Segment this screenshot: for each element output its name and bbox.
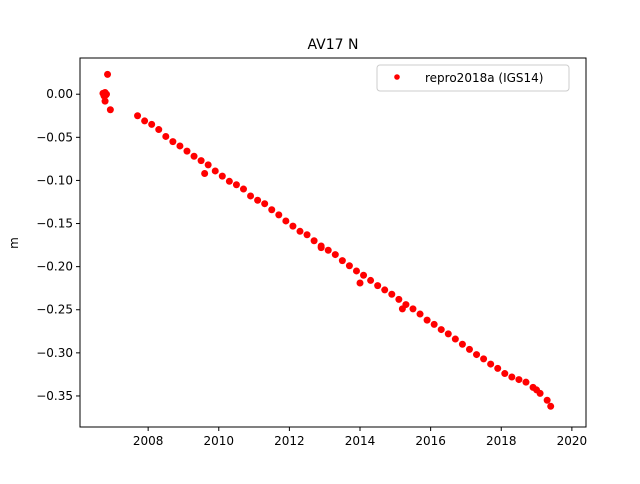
data-point: [487, 360, 495, 368]
data-point: [162, 132, 170, 140]
x-tick-label: 2020: [557, 434, 588, 448]
data-point: [473, 351, 481, 359]
data-point: [261, 200, 269, 208]
data-point: [101, 97, 109, 105]
data-point: [338, 257, 346, 265]
data-point: [268, 206, 276, 214]
data-point: [275, 211, 283, 219]
data-point: [465, 345, 473, 353]
data-point: [247, 192, 255, 200]
plot-frame: [79, 57, 587, 428]
legend: repro2018a (IGS14): [376, 64, 570, 92]
data-point: [543, 396, 551, 404]
data-point: [398, 305, 406, 313]
data-point: [501, 370, 509, 378]
data-point: [324, 246, 332, 254]
y-tick-label: −0.20: [36, 260, 73, 274]
data-point: [197, 157, 205, 165]
data-point: [522, 378, 530, 386]
legend-box: [376, 64, 570, 92]
data-point: [480, 355, 488, 363]
data-point: [367, 276, 375, 284]
data-point: [204, 161, 212, 169]
data-point: [423, 316, 431, 324]
x-tick-label: 2014: [345, 434, 376, 448]
data-point: [356, 279, 364, 287]
y-tick-label: −0.10: [36, 173, 73, 187]
data-point: [106, 106, 114, 114]
data-point: [148, 120, 156, 128]
data-point: [381, 286, 389, 294]
data-point: [374, 282, 382, 290]
y-tick-label: 0.00: [46, 87, 73, 101]
x-tick-label: 2016: [415, 434, 446, 448]
data-point: [444, 330, 452, 338]
data-point: [352, 267, 360, 275]
data-point: [289, 222, 297, 230]
y-tick-label: −0.35: [36, 389, 73, 403]
data-point: [458, 340, 466, 348]
data-point: [494, 364, 502, 372]
data-point: [211, 167, 219, 175]
data-point: [239, 185, 247, 193]
x-tick-label: 2018: [486, 434, 517, 448]
data-point: [395, 295, 403, 303]
x-tick-label: 2008: [133, 434, 164, 448]
y-tick-label: −0.05: [36, 130, 73, 144]
data-point: [508, 373, 516, 381]
data-point: [310, 237, 318, 245]
data-point: [388, 290, 396, 298]
data-point: [547, 402, 555, 410]
chart-title: AV17 N: [308, 37, 359, 53]
data-point: [134, 112, 142, 120]
data-point: [331, 251, 339, 259]
data-point: [430, 320, 438, 328]
data-point: [104, 70, 112, 78]
data-point: [360, 271, 368, 279]
data-point: [437, 326, 445, 334]
data-point: [409, 305, 417, 313]
axis-ticks: 2008 2010 2012 2014 2016 2018 2020 0.00 −0.05 −0.…: [36, 87, 587, 448]
data-point: [296, 227, 304, 235]
data-point: [451, 335, 459, 343]
x-tick-label: 2010: [203, 434, 234, 448]
data-point: [533, 386, 541, 394]
data-point: [254, 196, 262, 204]
y-tick-label: −0.25: [36, 303, 73, 317]
data-point: [141, 117, 149, 125]
x-tick-label: 2012: [274, 434, 305, 448]
data-point: [416, 310, 424, 318]
data-point: [225, 177, 233, 185]
data-point: [345, 262, 353, 270]
data-points: [99, 70, 555, 410]
legend-marker: [394, 74, 400, 80]
data-point: [317, 244, 325, 252]
legend-label: repro2018a (IGS14): [425, 71, 543, 85]
data-point: [232, 181, 240, 189]
data-point: [218, 172, 226, 180]
data-point: [303, 231, 311, 239]
data-point: [155, 126, 163, 134]
data-point: [176, 142, 184, 150]
data-point: [515, 376, 523, 384]
y-axis-label: m: [7, 237, 21, 249]
data-point: [102, 90, 110, 98]
y-tick-label: −0.15: [36, 217, 73, 231]
data-point: [169, 138, 177, 146]
data-point: [201, 170, 209, 178]
data-point: [282, 217, 290, 225]
data-point: [190, 152, 198, 160]
data-point: [183, 147, 191, 155]
y-tick-label: −0.30: [36, 346, 73, 360]
